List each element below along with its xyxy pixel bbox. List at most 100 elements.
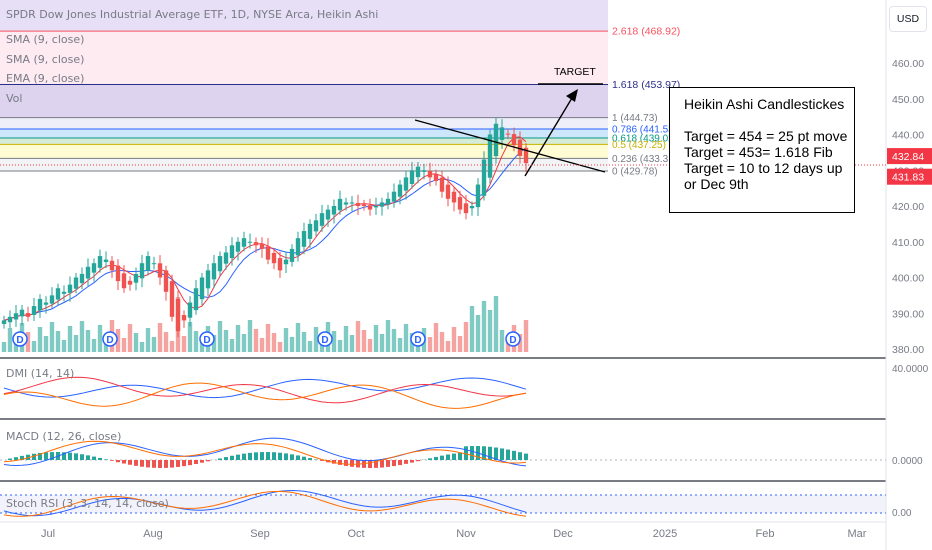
candle-body [19, 309, 25, 317]
volume-bar [181, 336, 187, 352]
macd-hist-bar [218, 458, 222, 460]
candle-body [457, 197, 463, 210]
macd-hist-bar [320, 460, 324, 461]
candle-body [151, 263, 157, 265]
price-tick: 450.00 [892, 94, 924, 106]
fib-label: 0.236 (433.31) [612, 154, 677, 165]
macd-hist-bar [128, 460, 132, 465]
candle-body [217, 256, 223, 272]
volume-bar [43, 336, 49, 352]
candle-body [361, 204, 367, 206]
dividend-letter: D [509, 335, 516, 346]
volume-bar [499, 330, 505, 352]
candle-body [73, 277, 79, 289]
macd-hist-bar [188, 460, 192, 466]
volume-bar [517, 334, 523, 352]
candle-body [487, 134, 493, 178]
candle-body [421, 170, 427, 172]
volume-bar [289, 337, 295, 352]
candle-body [187, 302, 193, 318]
volume-bar [217, 321, 223, 352]
volume-bar [463, 322, 469, 352]
indicator-legend-ema[interactable]: EMA (9, close) [6, 72, 85, 85]
macd-hist-bar [122, 460, 126, 464]
indicator-legend-sma1[interactable]: SMA (9, close) [6, 33, 85, 46]
candle-body [301, 231, 307, 247]
volume-bar [487, 310, 493, 352]
volume-bar [307, 341, 313, 352]
analysis-note[interactable]: Heikin Ashi Candlestickes Target = 454 =… [669, 87, 855, 213]
volume-bar [523, 320, 529, 352]
candle-body [283, 259, 289, 265]
volume-bar [283, 328, 289, 352]
volume-bar [277, 342, 283, 352]
dividend-letter: D [16, 335, 23, 346]
stoch-legend[interactable]: Stoch RSI (3, 3, 14, 14, close) [6, 497, 169, 510]
candle-body [157, 263, 163, 278]
macd-hist-bar [230, 455, 234, 460]
candle-body [319, 213, 325, 226]
candle-body [85, 266, 91, 279]
macd-hist-bar [368, 460, 372, 468]
volume-bar [223, 330, 229, 352]
volume-bar [241, 334, 247, 352]
volume-bar [313, 327, 319, 352]
candle-body [523, 147, 529, 164]
volume-bar [403, 324, 409, 352]
macd-hist-bar [374, 460, 378, 468]
dividend-letter: D [203, 335, 210, 346]
note-line: Target = 10 to 12 days up [684, 160, 843, 176]
candle-body [1, 320, 7, 324]
dmi-legend[interactable]: DMI (14, 14) [6, 367, 75, 380]
fib-zone [0, 117, 608, 130]
candle-body [67, 284, 73, 293]
macd-hist-bar [416, 460, 420, 462]
time-tick: Jul [41, 528, 55, 540]
candle-body [223, 252, 229, 264]
candle-body [25, 313, 31, 317]
macd-hist-bar [164, 460, 168, 468]
ema-line [3, 136, 527, 321]
volume-bar [427, 337, 433, 352]
volume-bar [415, 342, 421, 352]
fib-label: 0 (429.78) [612, 167, 658, 178]
macd-hist-bar [524, 453, 528, 460]
candle-body [451, 191, 457, 203]
stoch-band [0, 495, 886, 513]
macd-hist-bar [302, 456, 306, 460]
price-tick: 380.00 [892, 344, 924, 356]
macd-hist-bar [482, 446, 486, 460]
time-tick: Sep [250, 528, 270, 540]
macd-hist-bar [428, 458, 432, 460]
volume-bars [1, 296, 529, 352]
volume-bar [271, 333, 277, 352]
currency-button[interactable]: USD [889, 6, 927, 32]
candle-body [247, 241, 253, 243]
adx-line [3, 382, 527, 409]
macd-hist-bar [332, 460, 336, 464]
macd-hist-bar [512, 450, 516, 460]
time-tick: Aug [143, 528, 163, 540]
indicator-legend-sma2[interactable]: SMA (9, close) [6, 53, 85, 66]
stoch-k-line [3, 489, 527, 517]
macd-hist-bar [200, 460, 204, 463]
macd-hist-bar [224, 457, 228, 460]
candle-body [103, 259, 109, 262]
macd-hist-bar [284, 453, 288, 460]
macd-legend[interactable]: MACD (12, 26, close) [6, 430, 122, 443]
candle-body [373, 206, 379, 208]
macd-hist-bar [74, 453, 78, 460]
time-tick: Dec [553, 528, 573, 540]
indicator-legend-vol[interactable]: Vol [6, 92, 23, 105]
candle-body [79, 273, 85, 284]
macd-hist-bar [236, 454, 240, 460]
note-line: Target = 454 = 25 pt move [684, 128, 848, 144]
candle-body [427, 171, 433, 178]
volume-bar [331, 331, 337, 352]
candle-body [37, 298, 43, 311]
macd-hist-bar [470, 446, 474, 460]
volume-bar [115, 329, 121, 352]
candle-body [499, 127, 505, 140]
dividend-icon [199, 331, 215, 347]
